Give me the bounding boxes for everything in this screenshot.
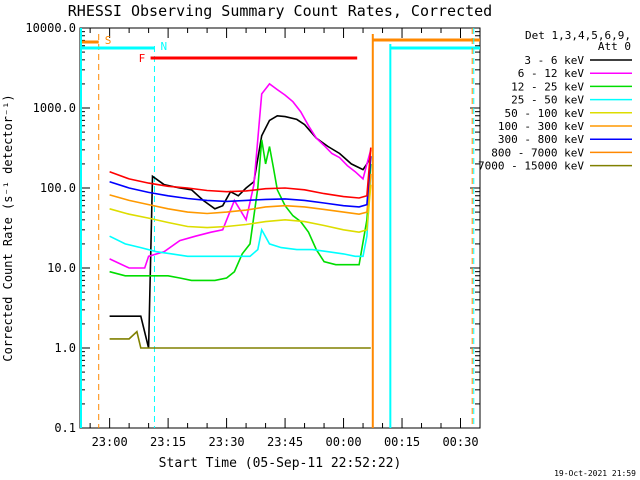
legend-label-8: 7000 - 15000 keV xyxy=(478,160,584,173)
marker-f: F xyxy=(139,52,146,65)
legend-label-2: 12 - 25 keV xyxy=(511,80,584,93)
legend-label-0: 3 - 6 keV xyxy=(524,54,584,67)
y-tick-label: 10000.0 xyxy=(25,21,76,35)
x-tick-label: 00:30 xyxy=(442,435,478,449)
series-line-9 xyxy=(109,147,372,199)
chart-title: RHESSI Observing Summary Count Rates, Co… xyxy=(68,2,492,20)
plot-frame xyxy=(79,27,481,429)
y-axis-label: Corrected Count Rate (s⁻¹ detector⁻¹) xyxy=(1,94,15,361)
series-line-3 xyxy=(109,173,372,258)
plot-area: 0.1 1.0 10.0 100.0 1000.0 10000.0 23:00 23:15 23… xyxy=(25,21,481,449)
series-line-0 xyxy=(109,114,372,349)
series-line-8 xyxy=(109,330,371,349)
x-tick-label: 23:15 xyxy=(150,435,186,449)
x-tick-label: 23:00 xyxy=(92,435,128,449)
series-line-6 xyxy=(109,156,372,208)
x-tick-label: 23:30 xyxy=(209,435,245,449)
marker-s: S xyxy=(105,34,112,47)
y-tick-label: 1.0 xyxy=(54,341,76,355)
x-axis-label: Start Time (05-Sep-11 22:52:22) xyxy=(159,456,402,471)
legend-label-4: 50 - 100 keV xyxy=(505,107,585,120)
series-line-4 xyxy=(109,184,372,234)
series-line-5 xyxy=(109,173,372,216)
marker-n: N xyxy=(160,40,167,53)
y-tick-label: 100.0 xyxy=(40,181,76,195)
series-line-2 xyxy=(109,139,372,282)
y-tick-label: 0.1 xyxy=(54,421,76,435)
legend-label-5: 100 - 300 keV xyxy=(498,120,584,133)
legend-label-7: 800 - 7000 keV xyxy=(491,146,584,159)
footer-date: 19-Oct-2021 21:59 xyxy=(554,469,636,478)
legend-label-3: 25 - 50 keV xyxy=(511,94,584,107)
y-tick-label: 1000.0 xyxy=(33,101,76,115)
y-tick-label: 10.0 xyxy=(47,261,76,275)
x-tick-label: 00:00 xyxy=(325,435,361,449)
legend-title-line-2: Att 0 xyxy=(598,40,631,53)
legend-label-6: 300 - 800 keV xyxy=(498,133,584,146)
x-tick-label: 00:15 xyxy=(384,435,420,449)
series-line-1 xyxy=(109,82,372,269)
legend-label-1: 6 - 12 keV xyxy=(518,67,585,80)
x-tick-label: 23:45 xyxy=(267,435,303,449)
legend-title-line-1: Det 1,3,4,5,6,9, xyxy=(525,29,631,42)
